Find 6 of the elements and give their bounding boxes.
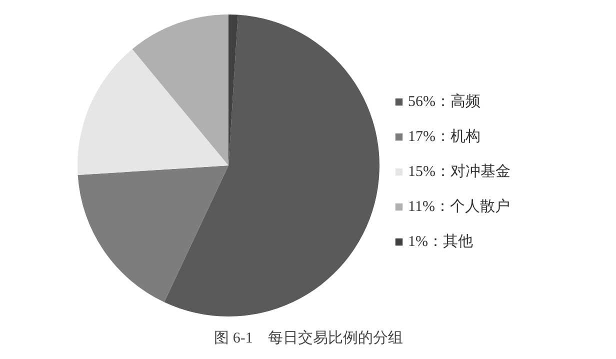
legend-label: 11%：个人散户 bbox=[408, 198, 510, 216]
legend-label: 17%：机构 bbox=[408, 128, 480, 146]
legend-label: 1%：其他 bbox=[408, 232, 473, 251]
text: 图 6-1 每日交易比例的分组 bbox=[214, 330, 403, 346]
legend-label: 56%：高频 bbox=[408, 92, 480, 111]
legend-label: 15%：对冲基金 bbox=[408, 162, 510, 181]
